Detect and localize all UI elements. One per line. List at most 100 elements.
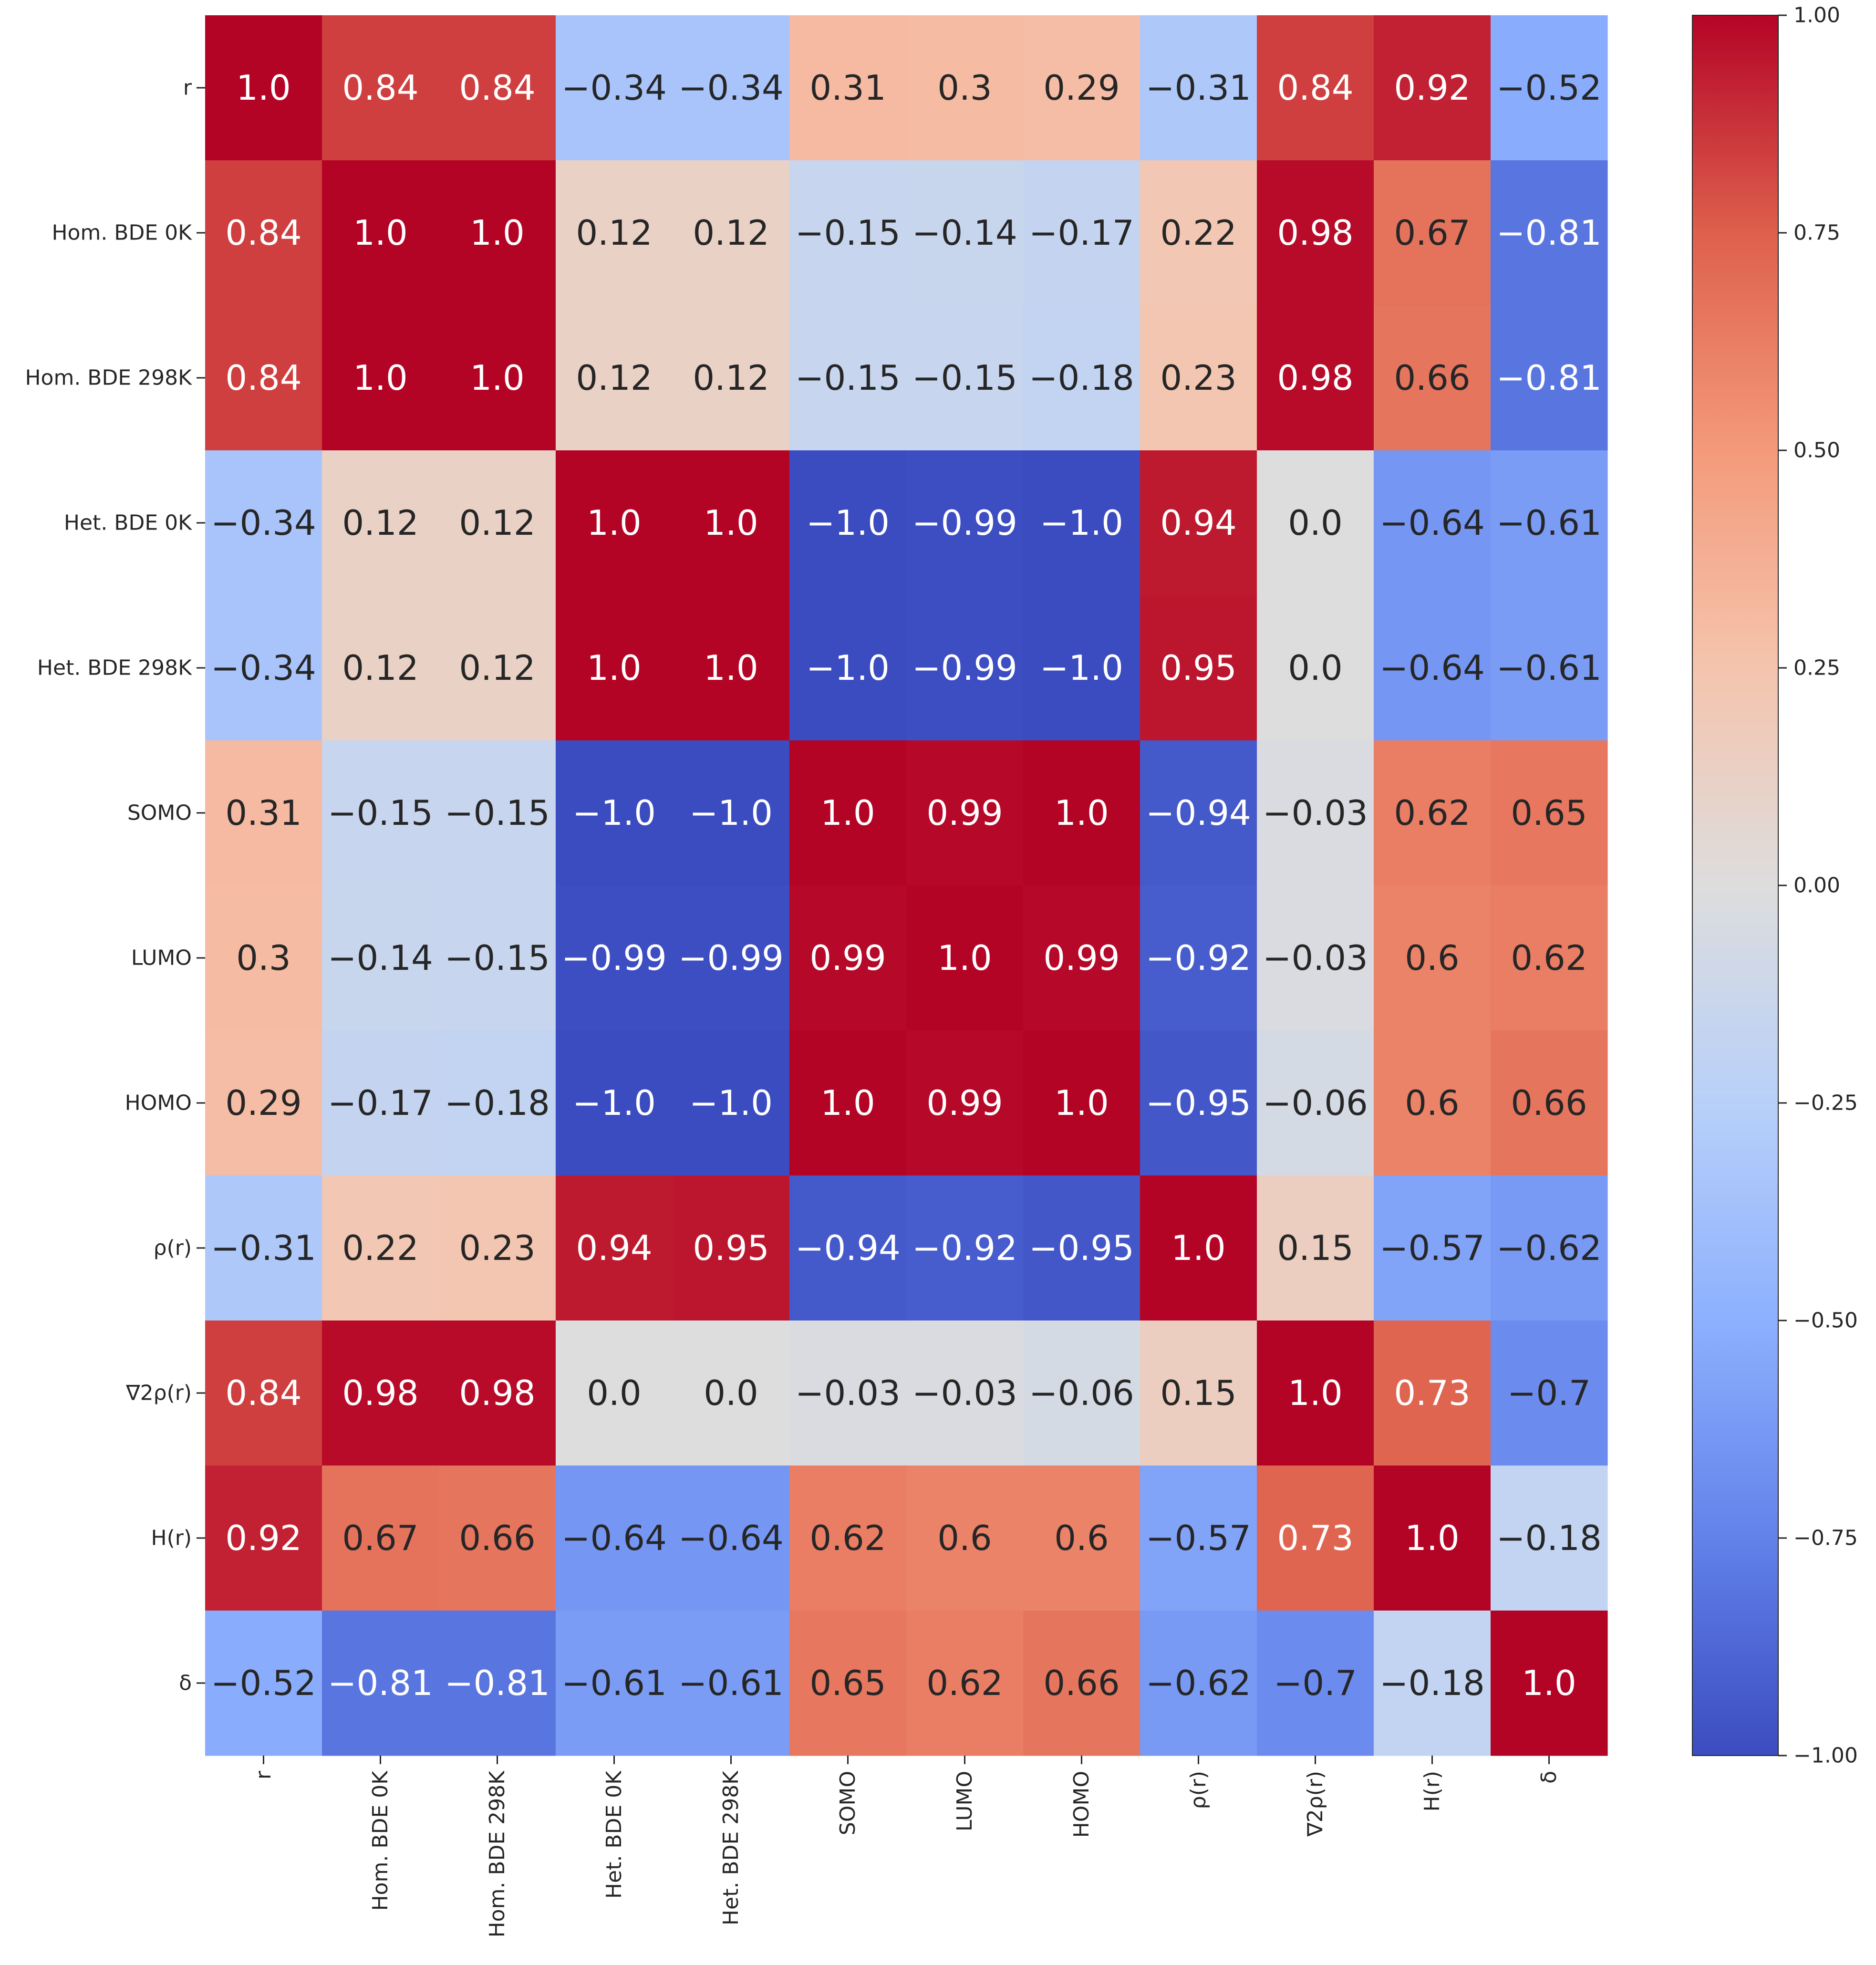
heatmap-cell: [1140, 885, 1257, 1031]
heatmap-cell: [1374, 305, 1491, 451]
heatmap-cell: [789, 1175, 907, 1321]
heatmap-cell: [673, 160, 790, 306]
heatmap-cell: [1140, 305, 1257, 451]
heatmap-cell: [439, 1466, 556, 1611]
heatmap-cell: [1374, 1320, 1491, 1466]
heatmap-cell: [1374, 1030, 1491, 1176]
cell-value-label: 0.15: [1160, 1373, 1236, 1413]
row-labels: r Hom. BDE 0K Hom. BDE 298K Het. BDE 0K Het.…: [25, 76, 205, 1695]
row-label: r: [183, 76, 192, 100]
heatmap-cell: [906, 305, 1024, 451]
cell-value-label: 0.65: [809, 1663, 886, 1703]
column-label: r: [251, 1770, 276, 1779]
cell-value-label: 0.12: [342, 648, 418, 688]
cell-value-label: 0.98: [1277, 358, 1353, 398]
cell-value-label: 0.12: [342, 503, 418, 543]
heatmap-cell: [205, 740, 322, 886]
colorbar-tick-label: 1.00: [1793, 3, 1840, 28]
cell-value-label: 0.95: [693, 1228, 769, 1268]
cell-value-label: −0.64: [1379, 648, 1485, 688]
cell-value-label: −1.0: [1040, 503, 1123, 543]
heatmap-cell: [1491, 1175, 1608, 1321]
cell-value-label: −0.03: [795, 1373, 901, 1413]
cell-value-label: 0.99: [809, 938, 886, 978]
cell-value-label: −0.7: [1274, 1663, 1357, 1703]
cell-value-label: −0.99: [678, 938, 784, 978]
heatmap-cell: [789, 1030, 907, 1176]
cell-value-label: 1.0: [1288, 1373, 1343, 1413]
heatmap-cell: [789, 1320, 907, 1466]
cell-value-label: −0.61: [561, 1663, 667, 1703]
row-label: Hom. BDE 298K: [25, 366, 192, 390]
heatmap-cell: [1374, 1466, 1491, 1611]
cell-value-label: −0.99: [561, 938, 667, 978]
cell-value-label: 0.99: [1043, 938, 1119, 978]
heatmap-cell: [906, 1466, 1024, 1611]
heatmap-cell: [322, 740, 439, 886]
heatmap-cell: [1491, 1466, 1608, 1611]
column-label: LUMO: [953, 1771, 977, 1831]
heatmap-cell: [1023, 15, 1140, 161]
cell-value-label: −0.62: [1496, 1228, 1602, 1268]
cell-value-label: −0.94: [795, 1228, 901, 1268]
cell-value-label: −0.18: [445, 1083, 550, 1123]
heatmap-cell: [1257, 740, 1374, 886]
cell-value-label: −1.0: [689, 793, 773, 833]
cell-value-label: 0.84: [342, 68, 418, 108]
cell-value-label: 1.0: [470, 358, 525, 398]
heatmap-cell: [322, 1466, 439, 1611]
heatmap-cell: [1491, 1611, 1608, 1756]
cell-value-label: 1.0: [587, 503, 642, 543]
heatmap-cell: [789, 1466, 907, 1611]
cell-value-label: 0.66: [459, 1518, 535, 1558]
heatmap-cell: [1023, 1175, 1140, 1321]
cell-value-label: −1.0: [806, 648, 890, 688]
heatmap-cell: [1257, 885, 1374, 1031]
heatmap-cell: [1374, 160, 1491, 306]
cell-value-label: −0.15: [912, 358, 1017, 398]
heatmap-cell: [1374, 595, 1491, 741]
cell-value-label: 1.0: [1171, 1228, 1226, 1268]
colorbar-tick-label: 0.50: [1793, 438, 1840, 463]
cell-value-label: −0.03: [1263, 793, 1368, 833]
cell-value-label: −0.61: [1496, 503, 1602, 543]
cell-value-label: −0.06: [1263, 1083, 1368, 1123]
heatmap-cells: [205, 15, 1608, 1756]
heatmap-cell: [556, 885, 673, 1031]
heatmap-cell: [1023, 885, 1140, 1031]
cell-value-label: −0.17: [328, 1083, 433, 1123]
heatmap-cell: [1374, 1175, 1491, 1321]
heatmap-cell: [439, 1030, 556, 1176]
heatmap-cell: [322, 1030, 439, 1176]
colorbar-tick-label: −0.25: [1793, 1091, 1858, 1115]
colorbar: 1.00 0.75 0.50 0.25 0.00 −0.25 −0.50 −0.75 −1.00: [1692, 3, 1858, 1768]
cell-value-label: −0.34: [561, 68, 667, 108]
row-label: H(r): [151, 1526, 192, 1550]
heatmap-cell: [673, 1175, 790, 1321]
row-label: SOMO: [127, 801, 192, 825]
cell-value-label: −0.15: [328, 793, 433, 833]
cell-value-label: 0.6: [937, 1518, 992, 1558]
cell-value-label: −0.15: [445, 793, 550, 833]
heatmap-cell: [1374, 885, 1491, 1031]
cell-value-label: 1.0: [1522, 1663, 1576, 1703]
heatmap-cell: [556, 740, 673, 886]
cell-value-label: 0.29: [225, 1083, 301, 1123]
cell-value-label: 0.0: [1288, 648, 1343, 688]
cell-value-label: 0.29: [1043, 68, 1119, 108]
cell-value-label: −0.61: [1496, 648, 1602, 688]
heatmap-cell: [205, 160, 322, 306]
cell-value-label: 0.0: [1288, 503, 1343, 543]
heatmap-cell: [906, 15, 1024, 161]
heatmap-cell: [1023, 160, 1140, 306]
cell-value-label: 1.0: [1405, 1518, 1460, 1558]
heatmap-cell: [789, 595, 907, 741]
heatmap-cell: [322, 1611, 439, 1756]
cell-value-label: 0.92: [225, 1518, 301, 1558]
heatmap-cell: [1023, 305, 1140, 451]
heatmap-cell: [906, 740, 1024, 886]
cell-value-label: −1.0: [572, 793, 656, 833]
cell-value-label: 0.23: [459, 1228, 535, 1268]
heatmap-cell: [1491, 305, 1608, 451]
cell-value-label: 0.62: [926, 1663, 1003, 1703]
